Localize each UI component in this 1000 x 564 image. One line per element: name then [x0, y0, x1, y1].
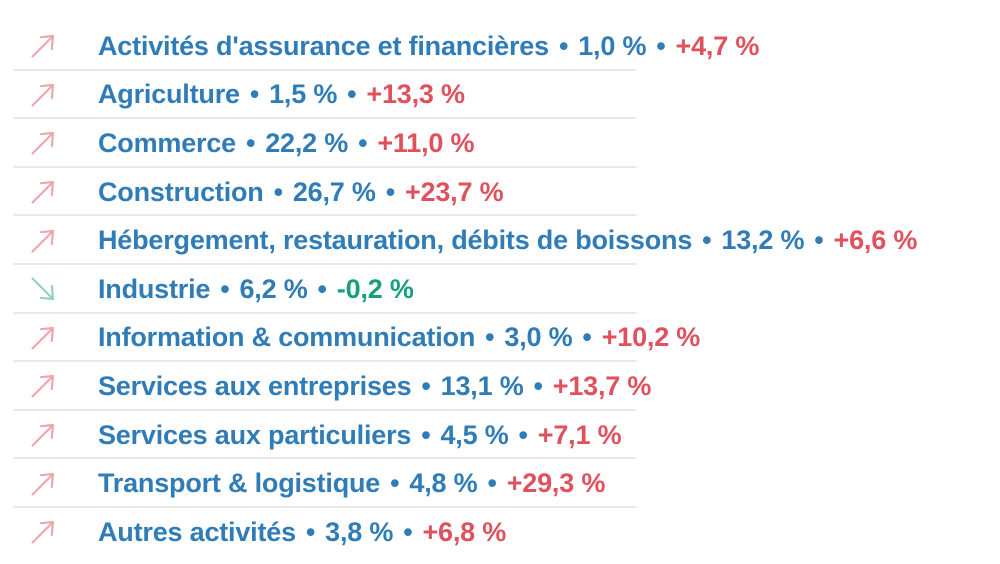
sector-share: 1,0 % [578, 30, 647, 61]
trend-up-icon [26, 466, 60, 502]
sector-share: 3,8 % [325, 516, 394, 547]
sector-row: Industrie • 6,2 % • -0,2 % [0, 265, 1000, 314]
sector-row: Agriculture • 1,5 % • +13,3 % [0, 71, 1000, 120]
sector-row: Commerce • 22,2 % • +11,0 % [0, 119, 1000, 168]
bullet-separator: • [702, 225, 712, 256]
trend-up-icon [26, 28, 60, 64]
bullet-separator: • [305, 516, 316, 547]
sector-change: +4,7 % [675, 30, 760, 61]
trend-up-icon [26, 125, 60, 161]
bullet-separator: • [403, 516, 413, 547]
sector-name: Industrie [98, 273, 211, 304]
bullet-separator: • [358, 127, 368, 158]
sector-name: Construction [98, 176, 264, 207]
sector-change: +13,7 % [552, 370, 652, 401]
sector-row: Transport & logistique • 4,8 % • +29,3 % [0, 459, 1000, 508]
sector-change: +13,3 % [366, 79, 465, 110]
trend-up-icon [26, 417, 60, 453]
sector-share: 4,8 % [409, 468, 478, 499]
bullet-separator: • [249, 79, 260, 110]
bullet-separator: • [814, 225, 824, 256]
trend-up-icon [26, 77, 60, 113]
sector-change: +6,6 % [833, 225, 918, 256]
sector-name: Services aux particuliers [98, 419, 412, 450]
trend-up-icon [26, 368, 60, 404]
sector-share: 13,2 % [721, 225, 805, 256]
bullet-separator: • [533, 370, 543, 401]
sector-change: +7,1 % [537, 419, 622, 450]
sector-name: Agriculture [98, 79, 240, 110]
bullet-separator: • [558, 30, 569, 61]
sector-row: Services aux particuliers • 4,5 % • +7,1… [0, 411, 1000, 460]
sector-share: 26,7 % [292, 176, 376, 207]
bullet-separator: • [518, 419, 528, 450]
sector-name: Transport & logistique [98, 468, 381, 499]
sector-row: Information & communication • 3,0 % • +1… [0, 314, 1000, 363]
sector-name: Services aux entreprises [98, 370, 412, 401]
sector-change: +23,7 % [404, 176, 504, 207]
sector-change: +29,3 % [506, 468, 606, 499]
sector-row: Construction • 26,7 % • +23,7 % [0, 168, 1000, 217]
trend-up-icon [26, 174, 60, 210]
trend-up-icon [26, 514, 60, 550]
sector-change: -0,2 % [336, 273, 414, 304]
sector-row: Activités d'assurance et financières • 1… [0, 22, 1000, 71]
trend-up-icon [26, 320, 60, 356]
trend-down-icon [26, 271, 60, 307]
bullet-separator: • [656, 30, 666, 61]
bullet-separator: • [273, 176, 283, 207]
bullet-separator: • [582, 322, 592, 353]
sector-row: Hébergement, restauration, débits de boi… [0, 216, 1000, 265]
sector-share: 1,5 % [269, 79, 338, 110]
sector-share: 6,2 % [239, 273, 308, 304]
sector-change: +6,8 % [422, 516, 507, 547]
sector-name: Autres activités [98, 516, 296, 547]
sector-share: 3,0 % [504, 322, 573, 353]
sector-share: 4,5 % [440, 419, 509, 450]
bullet-separator: • [245, 127, 256, 158]
sector-change: +10,2 % [601, 322, 701, 353]
bullet-separator: • [421, 419, 431, 450]
sector-name: Commerce [98, 127, 236, 158]
bullet-separator: • [390, 468, 400, 499]
sector-row: Autres activités • 3,8 % • +6,8 % [0, 508, 1000, 557]
sector-share: 13,1 % [440, 370, 524, 401]
bullet-separator: • [485, 322, 495, 353]
bullet-separator: • [317, 273, 327, 304]
trend-up-icon [26, 223, 60, 259]
sector-row: Services aux entreprises • 13,1 % • +13,… [0, 362, 1000, 411]
sector-share: 22,2 % [265, 127, 349, 158]
bullet-separator: • [385, 176, 395, 207]
sector-name: Activités d'assurance et financières [98, 30, 549, 61]
bullet-separator: • [347, 79, 357, 110]
bullet-separator: • [220, 273, 230, 304]
sector-name: Information & communication [98, 322, 476, 353]
bullet-separator: • [421, 370, 431, 401]
sector-name: Hébergement, restauration, débits de boi… [98, 225, 693, 256]
sector-change: +11,0 % [377, 127, 475, 158]
bullet-separator: • [487, 468, 497, 499]
